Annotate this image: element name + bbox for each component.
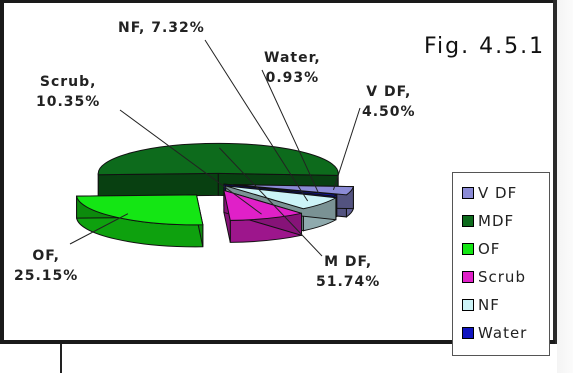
legend-label-of: OF [478, 240, 501, 258]
legend-swatch-vdf [462, 187, 474, 199]
slice-label-scrub-value: 10.35% [36, 94, 101, 110]
slice-label-water-value: 0.93% [265, 70, 320, 86]
pie-slice-top-of [76, 194, 204, 226]
legend-item-mdf: MDF [462, 211, 514, 231]
slice-label-scrub-name: Scrub, [39, 74, 97, 90]
pie-slice-top-mdf [97, 142, 339, 176]
pie-slice-top-scrub [223, 189, 302, 221]
legend-swatch-of [462, 243, 474, 255]
frame-left-border-lower [60, 344, 62, 373]
pie-slice-top-vdf [233, 184, 355, 196]
legend-swatch-scrub [462, 271, 474, 283]
pie-slice-top-water [223, 183, 339, 197]
legend-swatch-nf [462, 299, 474, 311]
legend-label-scrub: Scrub [478, 268, 526, 286]
slice-label-water: Water, 0.93% [264, 48, 321, 88]
legend-item-vdf: V DF [462, 183, 517, 203]
page-margin [557, 0, 573, 373]
pie-slice-wall-mdf [97, 172, 219, 198]
leader-line-nf [204, 39, 309, 202]
legend-swatch-mdf [462, 215, 474, 227]
figure-label: Fig. 4.5.1 [424, 34, 546, 59]
slice-label-water-name: Water, [264, 50, 321, 66]
legend-label-mdf: MDF [478, 212, 515, 230]
pie-slice-top-nf [225, 185, 338, 210]
slice-label-scrub: Scrub, 10.35% [36, 72, 100, 112]
leader-line-mdf [219, 147, 323, 257]
legend-label-water: Water [478, 324, 528, 342]
slice-label-nf-name: NF, 7.32% [118, 20, 205, 36]
slice-label-mdf: M DF, 51.74% [316, 252, 380, 292]
pie-slice-of [76, 194, 204, 248]
legend-label-vdf: V DF [478, 184, 518, 202]
frame-bottom-border [0, 340, 555, 344]
pie-slice-scrub [223, 189, 303, 243]
slice-label-of-name: OF, [32, 248, 60, 264]
slice-label-vdf-value: 4.50% [362, 104, 416, 120]
slice-label-nf: NF, 7.32% [118, 18, 205, 38]
legend-swatch-water [462, 327, 474, 339]
slice-label-mdf-value: 51.74% [316, 274, 381, 290]
leader-line-water [261, 69, 320, 194]
legend: V DF MDF OF Scrub NF Water [452, 172, 550, 356]
leader-line-of [69, 213, 129, 245]
slice-label-of-value: 25.15% [14, 268, 79, 284]
slice-label-vdf-name: V DF, [366, 84, 412, 100]
leader-line-vdf [332, 107, 361, 191]
legend-item-of: OF [462, 239, 500, 259]
slice-label-mdf-name: M DF, [324, 254, 373, 270]
leader-line-scrub [119, 109, 262, 215]
slice-label-of: OF, 25.15% [14, 246, 78, 286]
legend-label-nf: NF [478, 296, 500, 314]
slice-label-vdf: V DF, 4.50% [362, 82, 416, 122]
legend-item-nf: NF [462, 295, 500, 315]
legend-item-scrub: Scrub [462, 267, 526, 287]
frame-right-border [553, 0, 557, 373]
legend-item-water: Water [462, 323, 527, 343]
